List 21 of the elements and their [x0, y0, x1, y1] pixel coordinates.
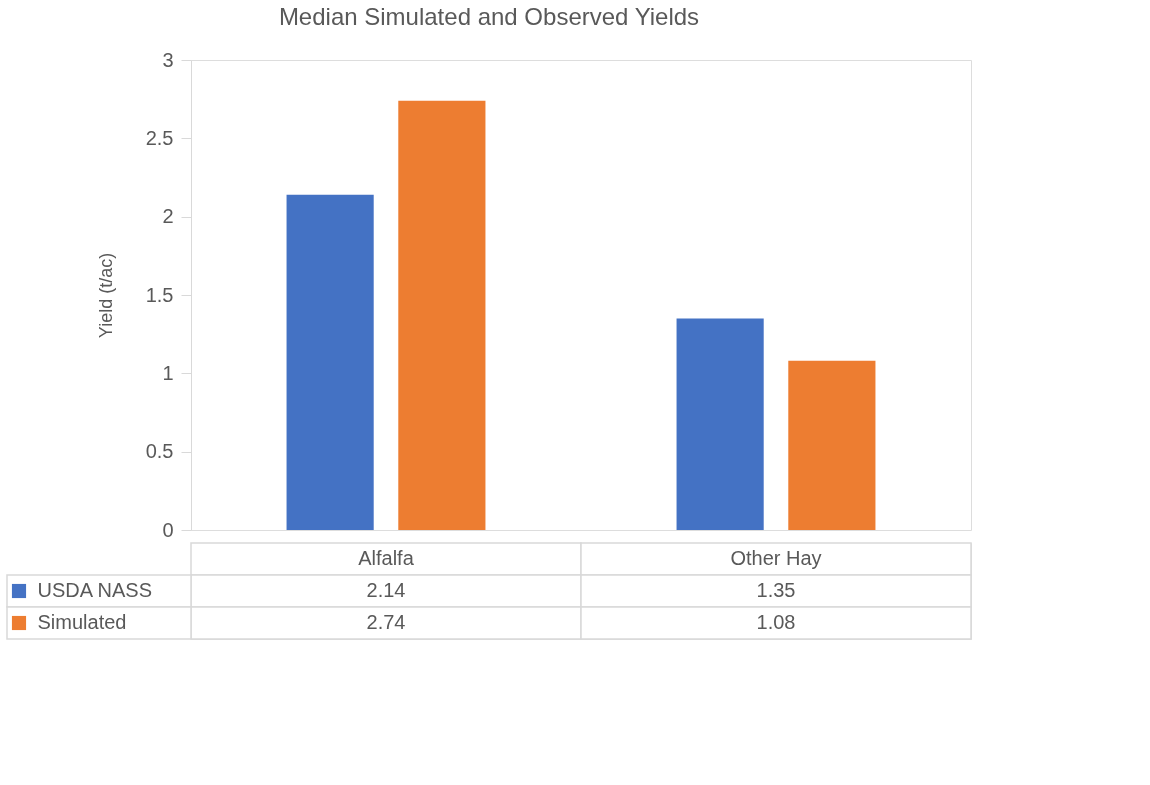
- y-tick-label: 3: [162, 48, 174, 71]
- bar: [788, 360, 876, 530]
- bar: [286, 194, 374, 530]
- y-tick-label: 2: [162, 205, 174, 228]
- data-label: 2.14: [366, 579, 406, 601]
- legend-label: USDA NASS: [37, 579, 152, 601]
- legend-label: Simulated: [37, 611, 127, 633]
- y-tick-label: 0.5: [145, 440, 174, 463]
- y-tick-label: 2.5: [145, 126, 174, 149]
- y-tick-label: 0: [162, 518, 174, 541]
- y-tick-label: 1: [162, 361, 174, 384]
- chart-title: Median Simulated and Observed Yields: [278, 2, 700, 30]
- data-label: 1.08: [756, 611, 796, 633]
- bar: [398, 100, 486, 530]
- x-tick-label: Other Hay: [730, 547, 822, 569]
- data-label: 1.35: [756, 579, 796, 601]
- y-tick-label: 1.5: [145, 283, 174, 306]
- x-tick-label: Alfalfa: [358, 547, 415, 569]
- bar: [676, 318, 764, 530]
- data-label: 2.74: [366, 611, 406, 633]
- y-axis-title: Yield (t/ac): [95, 252, 116, 339]
